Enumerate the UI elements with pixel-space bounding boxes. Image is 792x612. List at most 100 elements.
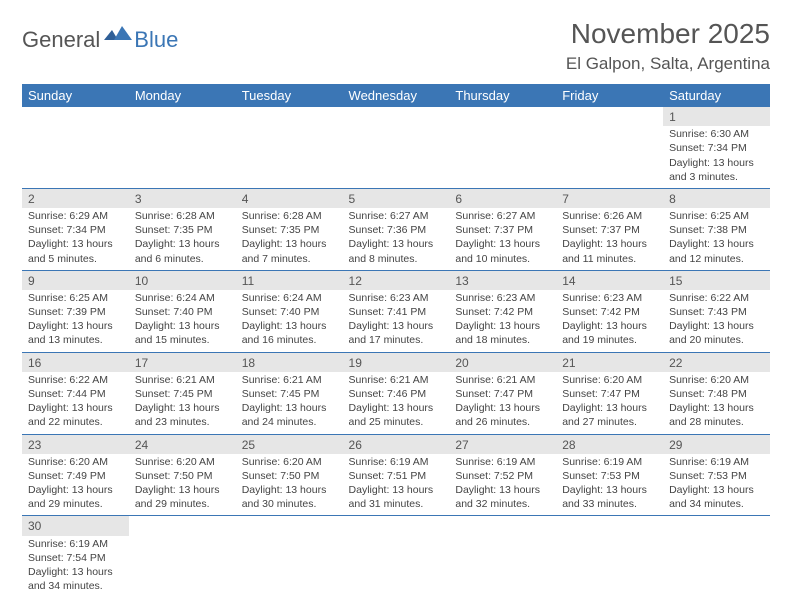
sunrise-text: Sunrise: 6:19 AM bbox=[349, 455, 444, 469]
daylight-text: Daylight: 13 hours and 17 minutes. bbox=[349, 319, 444, 347]
day-number: 22 bbox=[663, 353, 770, 372]
day-details: Sunrise: 6:26 AMSunset: 7:37 PMDaylight:… bbox=[556, 208, 663, 270]
daylight-text: Daylight: 13 hours and 23 minutes. bbox=[135, 401, 230, 429]
day-details: Sunrise: 6:23 AMSunset: 7:41 PMDaylight:… bbox=[343, 290, 450, 352]
day-details: Sunrise: 6:27 AMSunset: 7:37 PMDaylight:… bbox=[449, 208, 556, 270]
sunrise-text: Sunrise: 6:23 AM bbox=[349, 291, 444, 305]
day-number: 3 bbox=[129, 189, 236, 208]
daylight-text: Daylight: 13 hours and 28 minutes. bbox=[669, 401, 764, 429]
day-details: Sunrise: 6:28 AMSunset: 7:35 PMDaylight:… bbox=[236, 208, 343, 270]
day-details: Sunrise: 6:20 AMSunset: 7:47 PMDaylight:… bbox=[556, 372, 663, 434]
day-details: Sunrise: 6:19 AMSunset: 7:54 PMDaylight:… bbox=[22, 536, 129, 598]
sunrise-text: Sunrise: 6:20 AM bbox=[28, 455, 123, 469]
sunrise-text: Sunrise: 6:30 AM bbox=[669, 127, 764, 141]
day-header: Sunday bbox=[22, 84, 129, 107]
day-details: Sunrise: 6:27 AMSunset: 7:36 PMDaylight:… bbox=[343, 208, 450, 270]
day-number: 18 bbox=[236, 353, 343, 372]
daylight-text: Daylight: 13 hours and 10 minutes. bbox=[455, 237, 550, 265]
day-details: Sunrise: 6:20 AMSunset: 7:50 PMDaylight:… bbox=[236, 454, 343, 516]
daylight-text: Daylight: 13 hours and 31 minutes. bbox=[349, 483, 444, 511]
calendar-week: 16Sunrise: 6:22 AMSunset: 7:44 PMDayligh… bbox=[22, 352, 770, 434]
daylight-text: Daylight: 13 hours and 6 minutes. bbox=[135, 237, 230, 265]
logo: General Blue bbox=[22, 24, 178, 55]
calendar-cell: 29Sunrise: 6:19 AMSunset: 7:53 PMDayligh… bbox=[663, 434, 770, 516]
day-number: 14 bbox=[556, 271, 663, 290]
calendar-cell: 26Sunrise: 6:19 AMSunset: 7:51 PMDayligh… bbox=[343, 434, 450, 516]
day-details: Sunrise: 6:22 AMSunset: 7:44 PMDaylight:… bbox=[22, 372, 129, 434]
calendar-cell: 7Sunrise: 6:26 AMSunset: 7:37 PMDaylight… bbox=[556, 188, 663, 270]
calendar-cell bbox=[236, 516, 343, 597]
daylight-text: Daylight: 13 hours and 33 minutes. bbox=[562, 483, 657, 511]
calendar-cell: 6Sunrise: 6:27 AMSunset: 7:37 PMDaylight… bbox=[449, 188, 556, 270]
daylight-text: Daylight: 13 hours and 27 minutes. bbox=[562, 401, 657, 429]
day-number: 28 bbox=[556, 435, 663, 454]
calendar-cell: 22Sunrise: 6:20 AMSunset: 7:48 PMDayligh… bbox=[663, 352, 770, 434]
daylight-text: Daylight: 13 hours and 34 minutes. bbox=[28, 565, 123, 593]
daylight-text: Daylight: 13 hours and 25 minutes. bbox=[349, 401, 444, 429]
calendar-cell: 10Sunrise: 6:24 AMSunset: 7:40 PMDayligh… bbox=[129, 270, 236, 352]
calendar-week: 9Sunrise: 6:25 AMSunset: 7:39 PMDaylight… bbox=[22, 270, 770, 352]
day-number: 29 bbox=[663, 435, 770, 454]
sunrise-text: Sunrise: 6:19 AM bbox=[562, 455, 657, 469]
sunrise-text: Sunrise: 6:27 AM bbox=[455, 209, 550, 223]
daylight-text: Daylight: 13 hours and 11 minutes. bbox=[562, 237, 657, 265]
calendar-cell: 9Sunrise: 6:25 AMSunset: 7:39 PMDaylight… bbox=[22, 270, 129, 352]
sunset-text: Sunset: 7:47 PM bbox=[455, 387, 550, 401]
day-details: Sunrise: 6:23 AMSunset: 7:42 PMDaylight:… bbox=[449, 290, 556, 352]
calendar-table: Sunday Monday Tuesday Wednesday Thursday… bbox=[22, 84, 770, 597]
calendar-cell: 12Sunrise: 6:23 AMSunset: 7:41 PMDayligh… bbox=[343, 270, 450, 352]
sunrise-text: Sunrise: 6:20 AM bbox=[669, 373, 764, 387]
sunrise-text: Sunrise: 6:26 AM bbox=[562, 209, 657, 223]
sunrise-text: Sunrise: 6:29 AM bbox=[28, 209, 123, 223]
sunset-text: Sunset: 7:37 PM bbox=[562, 223, 657, 237]
sunset-text: Sunset: 7:50 PM bbox=[242, 469, 337, 483]
sunrise-text: Sunrise: 6:20 AM bbox=[135, 455, 230, 469]
calendar-cell: 15Sunrise: 6:22 AMSunset: 7:43 PMDayligh… bbox=[663, 270, 770, 352]
sunrise-text: Sunrise: 6:19 AM bbox=[455, 455, 550, 469]
day-number: 12 bbox=[343, 271, 450, 290]
sunset-text: Sunset: 7:52 PM bbox=[455, 469, 550, 483]
header: General Blue November 2025 El Galpon, Sa… bbox=[22, 18, 770, 74]
sunrise-text: Sunrise: 6:23 AM bbox=[455, 291, 550, 305]
calendar-week: 23Sunrise: 6:20 AMSunset: 7:49 PMDayligh… bbox=[22, 434, 770, 516]
sunset-text: Sunset: 7:35 PM bbox=[135, 223, 230, 237]
sunset-text: Sunset: 7:53 PM bbox=[669, 469, 764, 483]
day-number: 30 bbox=[22, 516, 129, 535]
calendar-cell bbox=[22, 107, 129, 188]
day-details: Sunrise: 6:21 AMSunset: 7:47 PMDaylight:… bbox=[449, 372, 556, 434]
day-header: Thursday bbox=[449, 84, 556, 107]
daylight-text: Daylight: 13 hours and 30 minutes. bbox=[242, 483, 337, 511]
day-number: 26 bbox=[343, 435, 450, 454]
sunset-text: Sunset: 7:38 PM bbox=[669, 223, 764, 237]
day-number: 17 bbox=[129, 353, 236, 372]
calendar-cell bbox=[129, 107, 236, 188]
calendar-cell: 18Sunrise: 6:21 AMSunset: 7:45 PMDayligh… bbox=[236, 352, 343, 434]
day-details: Sunrise: 6:20 AMSunset: 7:48 PMDaylight:… bbox=[663, 372, 770, 434]
sunset-text: Sunset: 7:45 PM bbox=[242, 387, 337, 401]
day-details: Sunrise: 6:22 AMSunset: 7:43 PMDaylight:… bbox=[663, 290, 770, 352]
day-number: 11 bbox=[236, 271, 343, 290]
day-details: Sunrise: 6:24 AMSunset: 7:40 PMDaylight:… bbox=[236, 290, 343, 352]
sunrise-text: Sunrise: 6:23 AM bbox=[562, 291, 657, 305]
sunset-text: Sunset: 7:46 PM bbox=[349, 387, 444, 401]
sunset-text: Sunset: 7:47 PM bbox=[562, 387, 657, 401]
logo-text-blue: Blue bbox=[134, 27, 178, 53]
daylight-text: Daylight: 13 hours and 22 minutes. bbox=[28, 401, 123, 429]
sunset-text: Sunset: 7:35 PM bbox=[242, 223, 337, 237]
calendar-cell: 8Sunrise: 6:25 AMSunset: 7:38 PMDaylight… bbox=[663, 188, 770, 270]
sunset-text: Sunset: 7:45 PM bbox=[135, 387, 230, 401]
day-number: 27 bbox=[449, 435, 556, 454]
calendar-cell bbox=[556, 107, 663, 188]
sunset-text: Sunset: 7:39 PM bbox=[28, 305, 123, 319]
logo-flag-icon bbox=[104, 24, 132, 45]
calendar-cell: 24Sunrise: 6:20 AMSunset: 7:50 PMDayligh… bbox=[129, 434, 236, 516]
day-details: Sunrise: 6:28 AMSunset: 7:35 PMDaylight:… bbox=[129, 208, 236, 270]
calendar-cell: 25Sunrise: 6:20 AMSunset: 7:50 PMDayligh… bbox=[236, 434, 343, 516]
daylight-text: Daylight: 13 hours and 7 minutes. bbox=[242, 237, 337, 265]
day-header: Monday bbox=[129, 84, 236, 107]
daylight-text: Daylight: 13 hours and 29 minutes. bbox=[28, 483, 123, 511]
calendar-cell: 28Sunrise: 6:19 AMSunset: 7:53 PMDayligh… bbox=[556, 434, 663, 516]
day-number: 6 bbox=[449, 189, 556, 208]
sunset-text: Sunset: 7:42 PM bbox=[455, 305, 550, 319]
day-number: 16 bbox=[22, 353, 129, 372]
